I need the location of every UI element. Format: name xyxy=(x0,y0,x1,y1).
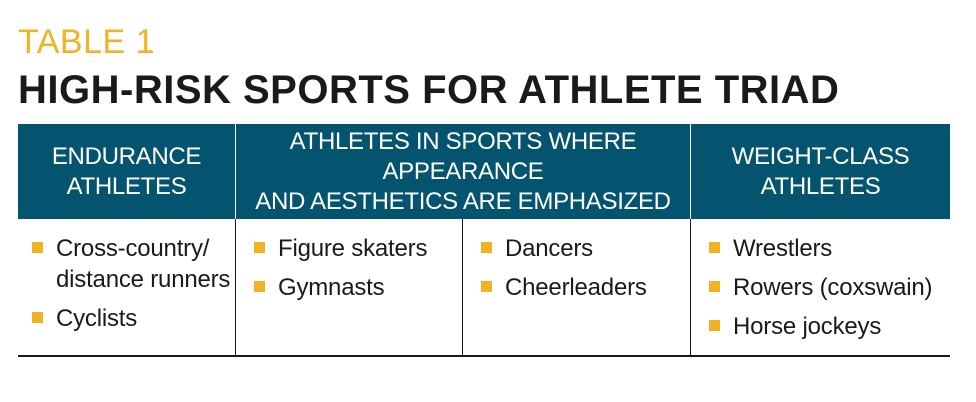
table-label: TABLE 1 xyxy=(18,23,156,61)
list-item: Wrestlers xyxy=(709,233,950,264)
list-item: Cyclists xyxy=(32,303,235,334)
square-bullet-icon xyxy=(709,320,720,331)
column-weight-class: Wrestlers Rowers (coxswain) Horse jockey… xyxy=(691,219,950,355)
list-item: Gymnasts xyxy=(254,272,462,303)
list-item: Horse jockeys xyxy=(709,311,950,342)
header-line: WEIGHT-CLASS xyxy=(731,142,910,170)
list-item: Cross-country/ distance runners xyxy=(32,233,235,295)
header-endurance-athletes: ENDURANCE ATHLETES xyxy=(18,124,236,219)
header-line: ATHLETES xyxy=(760,172,881,200)
sports-table: ENDURANCE ATHLETES ATHLETES IN SPORTS WH… xyxy=(18,124,950,357)
square-bullet-icon xyxy=(254,242,265,253)
square-bullet-icon xyxy=(709,281,720,292)
square-bullet-icon xyxy=(481,242,492,253)
list-item: Figure skaters xyxy=(254,233,462,264)
square-bullet-icon xyxy=(32,312,43,323)
header-line: ATHLETES xyxy=(66,172,187,200)
table-body-row: Cross-country/ distance runners Cyclists… xyxy=(18,219,950,357)
square-bullet-icon xyxy=(709,242,720,253)
table-header-row: ENDURANCE ATHLETES ATHLETES IN SPORTS WH… xyxy=(18,124,950,219)
list-item: Cheerleaders xyxy=(481,272,690,303)
square-bullet-icon xyxy=(32,242,43,253)
square-bullet-icon xyxy=(481,281,492,292)
list-item: Dancers xyxy=(481,233,690,264)
header-line: ATHLETES IN SPORTS WHERE APPEARANCE xyxy=(289,127,637,185)
column-appearance-left: Figure skaters Gymnasts xyxy=(236,219,463,355)
column-endurance: Cross-country/ distance runners Cyclists xyxy=(18,219,236,355)
list-item: Rowers (coxswain) xyxy=(709,272,950,303)
header-weight-class-athletes: WEIGHT-CLASS ATHLETES xyxy=(691,124,950,219)
table-title: HIGH-RISK SPORTS FOR ATHLETE TRIAD xyxy=(18,68,840,112)
header-line: ENDURANCE xyxy=(51,142,202,170)
square-bullet-icon xyxy=(254,281,265,292)
header-line: AND AESTHETICS ARE EMPHASIZED xyxy=(255,187,671,215)
column-appearance-right: Dancers Cheerleaders xyxy=(463,219,691,355)
header-appearance-athletes: ATHLETES IN SPORTS WHERE APPEARANCE AND … xyxy=(236,124,691,219)
